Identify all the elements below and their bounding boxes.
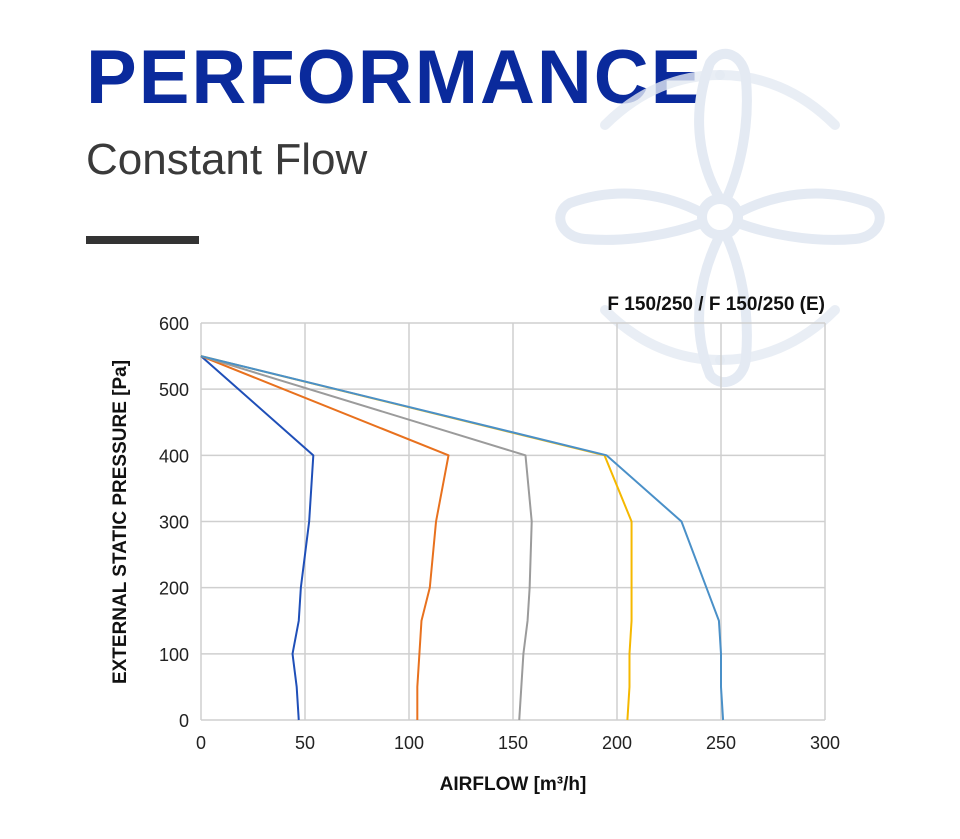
title-underline [86,236,199,244]
y-tick-label: 500 [159,380,189,400]
x-tick-label: 50 [295,733,315,753]
x-tick-label: 250 [706,733,736,753]
grid [200,322,826,721]
y-axis-label: EXTERNAL STATIC PRESSURE [Pa] [110,360,131,684]
fan-icon [555,48,885,388]
series-layer [200,355,725,721]
series-line-4 [200,355,633,721]
x-tick-label: 0 [196,733,206,753]
x-tick-label: 150 [498,733,528,753]
y-tick-label: 0 [179,711,189,731]
tick-labels: 0 50 100 150 200 250 300 0 100 200 300 400 500 600 [159,314,840,753]
y-tick-label: 300 [159,513,189,533]
x-axis-label: AIRFLOW [m³/h] [440,774,587,795]
y-tick-label: 600 [159,314,189,334]
x-tick-label: 200 [602,733,632,753]
x-tick-label: 300 [810,733,840,753]
series-line-3 [200,355,533,721]
x-tick-label: 100 [394,733,424,753]
y-tick-label: 400 [159,446,189,466]
chart-title: F 150/250 / F 150/250 (E) [607,294,825,315]
series-line-1 [200,355,315,721]
series-line-2 [200,355,450,720]
page-subtitle: Constant Flow [86,135,368,184]
series-line-5 [200,355,725,721]
y-tick-label: 200 [159,579,189,599]
y-tick-label: 100 [159,645,189,665]
page-title: PERFORMANCE [86,35,704,120]
